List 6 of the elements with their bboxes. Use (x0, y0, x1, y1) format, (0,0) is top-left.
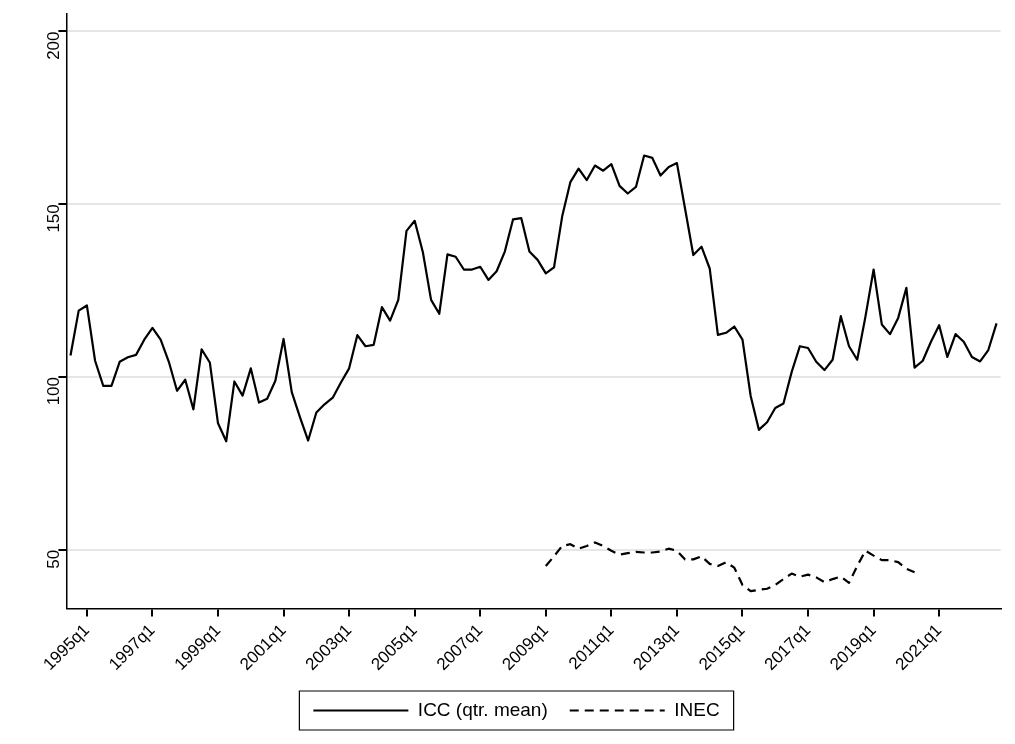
y-tick-label: 100 (44, 376, 64, 406)
y-tick-label: 50 (44, 549, 64, 569)
y-tick-label: 150 (44, 204, 64, 233)
legend-label: INEC (674, 698, 720, 720)
y-tick-label: 200 (44, 31, 64, 60)
legend-label: ICC (qtr. mean) (417, 698, 548, 720)
